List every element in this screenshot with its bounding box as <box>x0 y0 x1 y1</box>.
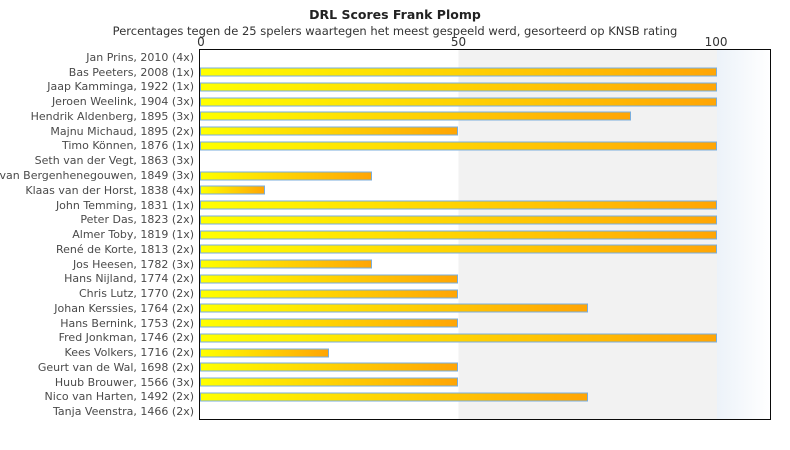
bar-row <box>200 257 770 272</box>
score-bar <box>200 348 330 358</box>
bar-row <box>200 109 770 124</box>
bar-row <box>200 153 770 168</box>
chart-subtitle: Percentages tegen de 25 spelers waartege… <box>112 24 678 38</box>
bar-row <box>200 271 770 286</box>
bar-row <box>200 286 770 301</box>
score-bar <box>200 230 717 240</box>
bar-row <box>200 139 770 154</box>
score-bar <box>200 392 588 402</box>
player-label: Nico van Harten, 1492 (2x) <box>44 390 194 404</box>
player-label: Huub Brouwer, 1566 (3x) <box>54 375 194 389</box>
player-label: van Bergenhenegouwen, 1849 (3x) <box>0 169 194 182</box>
x-axis: 0 50 100 <box>197 35 769 49</box>
chart-title: DRL Scores Frank Plomp <box>309 7 481 22</box>
bar-row <box>200 345 770 360</box>
player-label: Klaas van der Horst, 1838 (4x) <box>25 183 194 197</box>
bar-row <box>200 168 770 183</box>
x-tick-label: 0 <box>197 35 205 49</box>
score-bar <box>200 111 631 121</box>
plot-area <box>199 49 771 420</box>
y-axis-labels: Jan Prins, 2010 (4x) Bas Peeters, 2008 (1… <box>0 50 194 419</box>
player-label: Geurt van de Wal, 1698 (2x) <box>37 360 194 374</box>
score-bar <box>200 333 717 343</box>
bar-row <box>200 212 770 227</box>
score-bar <box>200 200 717 210</box>
bar-row <box>200 80 770 95</box>
bar-row <box>200 50 770 65</box>
bar-row <box>200 375 770 390</box>
score-bar <box>200 171 373 180</box>
player-label: Almer Toby, 1819 (1x) <box>72 228 194 242</box>
score-bar <box>200 259 373 269</box>
bar-row <box>200 242 770 257</box>
player-label: Hans Bernink, 1753 (2x) <box>60 316 194 330</box>
player-label: Jos Heesen, 1782 (3x) <box>72 257 194 271</box>
player-label: Chris Lutz, 1770 (2x) <box>78 287 194 301</box>
player-label: René de Korte, 1813 (2x) <box>56 242 194 256</box>
player-label: Johan Kerssies, 1764 (2x) <box>54 301 194 315</box>
player-label: Seth van der Vegt, 1863 (3x) <box>34 154 194 168</box>
player-label: Peter Das, 1823 (2x) <box>80 213 194 227</box>
bar-row <box>200 198 770 213</box>
bar-row <box>200 65 770 80</box>
player-label: Hans Nijland, 1774 (2x) <box>64 272 194 286</box>
score-bar <box>200 126 459 136</box>
bar-row <box>200 316 770 331</box>
bar-row <box>200 360 770 375</box>
bar-row <box>200 94 770 109</box>
player-label: Tanja Veenstra, 1466 (2x) <box>53 405 194 419</box>
score-bar <box>200 185 265 195</box>
player-label: Timo Können, 1876 (1x) <box>61 139 194 153</box>
bar-row <box>200 183 770 198</box>
bar-row <box>200 124 770 139</box>
player-label: Hendrik Aldenberg, 1895 (3x) <box>30 109 194 123</box>
score-bar <box>200 318 459 328</box>
bar-row <box>200 390 770 405</box>
score-bar <box>200 303 588 313</box>
score-bar <box>200 141 717 151</box>
x-tick-label: 100 <box>704 35 728 49</box>
score-bar <box>200 289 459 299</box>
player-label: Bas Peeters, 2008 (1x) <box>68 65 194 79</box>
bar-row <box>200 227 770 242</box>
score-bar <box>200 362 459 372</box>
player-label: Fred Jonkman, 1746 (2x) <box>58 331 194 345</box>
player-label: John Temming, 1831 (1x) <box>55 198 194 212</box>
x-tick-label: 50 <box>450 35 467 49</box>
player-label: Jaap Kamminga, 1922 (1x) <box>47 80 194 94</box>
player-label: Majnu Michaud, 1895 (2x) <box>50 124 194 138</box>
score-bar <box>200 97 717 107</box>
player-label: Jan Prins, 2010 (4x) <box>86 50 194 64</box>
score-bar <box>200 215 717 225</box>
score-bar <box>200 274 459 284</box>
player-label: Kees Volkers, 1716 (2x) <box>64 346 194 360</box>
score-bar <box>200 82 717 92</box>
score-bar <box>200 67 717 77</box>
bar-row <box>200 301 770 316</box>
bar-row <box>200 331 770 346</box>
score-bar <box>200 377 459 387</box>
bar-row <box>200 404 770 419</box>
player-label: Jeroen Weelink, 1904 (3x) <box>51 95 194 109</box>
score-bar <box>200 244 717 254</box>
